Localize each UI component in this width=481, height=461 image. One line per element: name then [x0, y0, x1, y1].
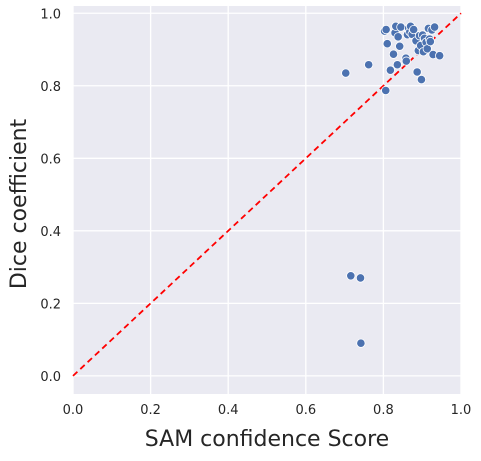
- data-point: [435, 51, 445, 61]
- x-tick-label: 0.6: [295, 403, 316, 418]
- x-tick-label: 0.4: [218, 403, 239, 418]
- data-point: [356, 338, 366, 348]
- data-point: [430, 22, 440, 32]
- data-point: [395, 41, 405, 51]
- data-point: [346, 271, 356, 281]
- x-tick-label: 0.0: [63, 403, 84, 418]
- grid-lines: [72, 6, 462, 394]
- reference-line: [72, 12, 462, 377]
- data-point: [412, 67, 422, 77]
- data-point: [401, 56, 411, 66]
- data-point: [341, 68, 351, 78]
- x-tick-label: 1.0: [451, 403, 472, 418]
- plot-background: [73, 6, 461, 394]
- y-axis-label: Dice coefficient: [7, 118, 32, 289]
- x-tick-label: 0.8: [373, 403, 394, 418]
- data-point: [409, 24, 419, 35]
- data-point: [416, 75, 427, 85]
- data-point: [385, 65, 395, 75]
- data-point: [381, 24, 391, 35]
- data-point: [393, 32, 403, 42]
- x-axis-label: SAM confidence Score: [145, 427, 389, 452]
- data-points: [341, 21, 445, 348]
- x-tick-label: 0.2: [140, 403, 161, 418]
- y-tick-label: 0.8: [40, 80, 61, 95]
- y-tick-label: 1.0: [40, 7, 61, 22]
- y-tick-label: 0.2: [40, 297, 61, 312]
- data-point: [396, 22, 406, 32]
- y-tick-labels: 0.0 0.2 0.4 0.6 0.8 1.0: [40, 7, 61, 385]
- data-point: [364, 60, 374, 70]
- y-tick-label: 0.6: [40, 152, 61, 167]
- y-tick-label: 0.4: [40, 225, 61, 240]
- data-point: [355, 273, 366, 283]
- data-point: [425, 36, 435, 47]
- data-point: [381, 85, 391, 96]
- x-tick-labels: 0.0 0.2 0.4 0.6 0.8 1.0: [63, 403, 472, 418]
- reference-line-layer: [72, 12, 462, 377]
- data-point: [382, 39, 392, 49]
- data-point: [388, 49, 399, 59]
- y-tick-label: 0.0: [40, 370, 61, 385]
- data-point: [392, 60, 402, 70]
